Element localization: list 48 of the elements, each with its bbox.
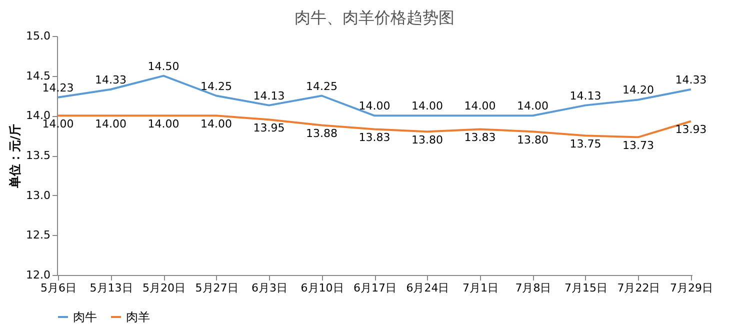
x-tick-label: 7月1日	[462, 282, 498, 294]
y-tick-label: 12.0	[26, 268, 50, 282]
y-axis-title: 单位：元/斤	[8, 124, 22, 190]
data-label: 14.00	[464, 100, 496, 113]
data-label: 14.33	[675, 73, 707, 86]
x-tick-label: 7月15日	[564, 282, 608, 294]
data-label: 13.83	[358, 131, 390, 144]
data-label: 14.00	[200, 118, 232, 131]
data-label: 14.25	[200, 80, 232, 93]
data-label: 13.73	[622, 139, 654, 152]
legend-label: 肉羊	[126, 310, 150, 324]
y-tick-label: 12.5	[26, 228, 50, 242]
data-label: 13.95	[253, 122, 285, 135]
x-tick-label: 5月20日	[142, 282, 186, 294]
data-label: 13.80	[516, 134, 548, 147]
x-tick-label: 6月24日	[406, 282, 450, 294]
x-tick-label: 7月8日	[515, 282, 552, 294]
chart-title: 肉牛、肉羊价格趋势图	[294, 8, 454, 27]
data-label: 13.75	[570, 138, 602, 151]
data-label: 14.20	[622, 84, 654, 97]
data-label: 13.88	[306, 127, 338, 140]
x-tick-label: 5月6日	[40, 282, 77, 294]
x-tick-label: 5月13日	[90, 282, 133, 294]
data-label: 13.80	[411, 134, 443, 147]
y-tick-label: 14.5	[26, 69, 50, 82]
data-label: 14.50	[148, 60, 180, 73]
data-label: 14.33	[95, 73, 127, 86]
x-tick-label: 6月17日	[354, 282, 396, 294]
legend-label: 肉牛	[73, 310, 97, 324]
data-label: 14.13	[570, 89, 602, 102]
x-tick-label: 5月27日	[195, 282, 238, 294]
y-tick-label: 13.0	[26, 188, 50, 202]
y-tick-label: 13.5	[26, 149, 50, 162]
x-tick-label: 7月29日	[670, 282, 713, 294]
data-label: 13.83	[464, 131, 496, 144]
x-tick-label: 6月10日	[300, 282, 344, 294]
y-tick-label: 15.0	[26, 30, 50, 42]
data-label: 14.00	[95, 118, 127, 131]
data-label: 13.93	[675, 123, 707, 136]
data-label: 14.00	[411, 100, 443, 113]
x-tick-label: 6月3日	[252, 282, 288, 294]
x-tick-label: 7月22日	[617, 282, 660, 294]
data-label: 14.13	[253, 89, 285, 102]
data-label: 14.00	[516, 100, 548, 113]
data-label: 14.23	[42, 81, 74, 94]
data-label: 14.00	[148, 118, 180, 131]
data-label: 14.00	[358, 100, 390, 113]
data-label: 14.25	[306, 80, 338, 93]
